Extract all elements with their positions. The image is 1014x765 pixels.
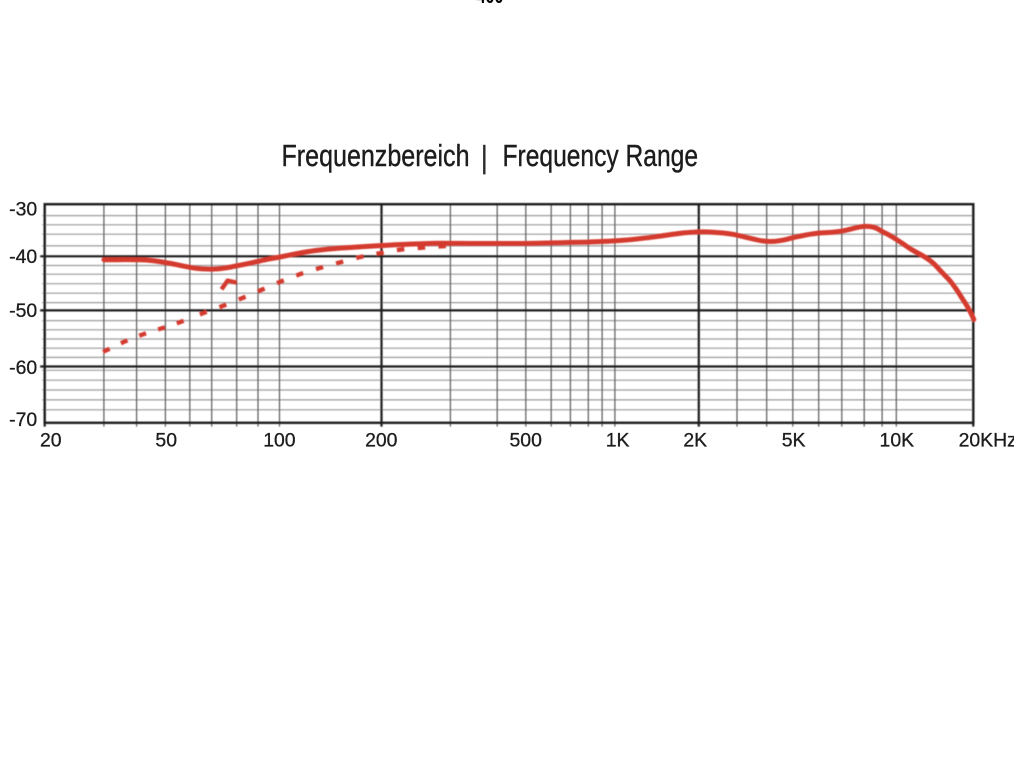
svg-text:10K: 10K [880,430,915,452]
svg-text:200: 200 [365,430,398,452]
svg-text:500: 500 [510,430,543,452]
svg-text:-30: -30 [9,198,37,220]
svg-text:5K: 5K [782,430,806,452]
svg-text:50: 50 [155,430,177,452]
svg-text:20KHz: 20KHz [959,430,1014,452]
svg-text:Frequenzbereich: Frequenzbereich [282,138,470,173]
svg-text:-40: -40 [9,246,37,268]
svg-text:Frequency Range: Frequency Range [503,138,699,173]
svg-text:1K: 1K [606,430,630,452]
svg-text:20: 20 [40,430,62,452]
svg-text:400: 400 [477,0,504,8]
svg-text:-60: -60 [9,357,37,379]
svg-text:-70: -70 [9,409,37,431]
svg-text:-50: -50 [9,300,37,322]
svg-text:100: 100 [263,430,296,452]
svg-text:2K: 2K [683,430,707,452]
